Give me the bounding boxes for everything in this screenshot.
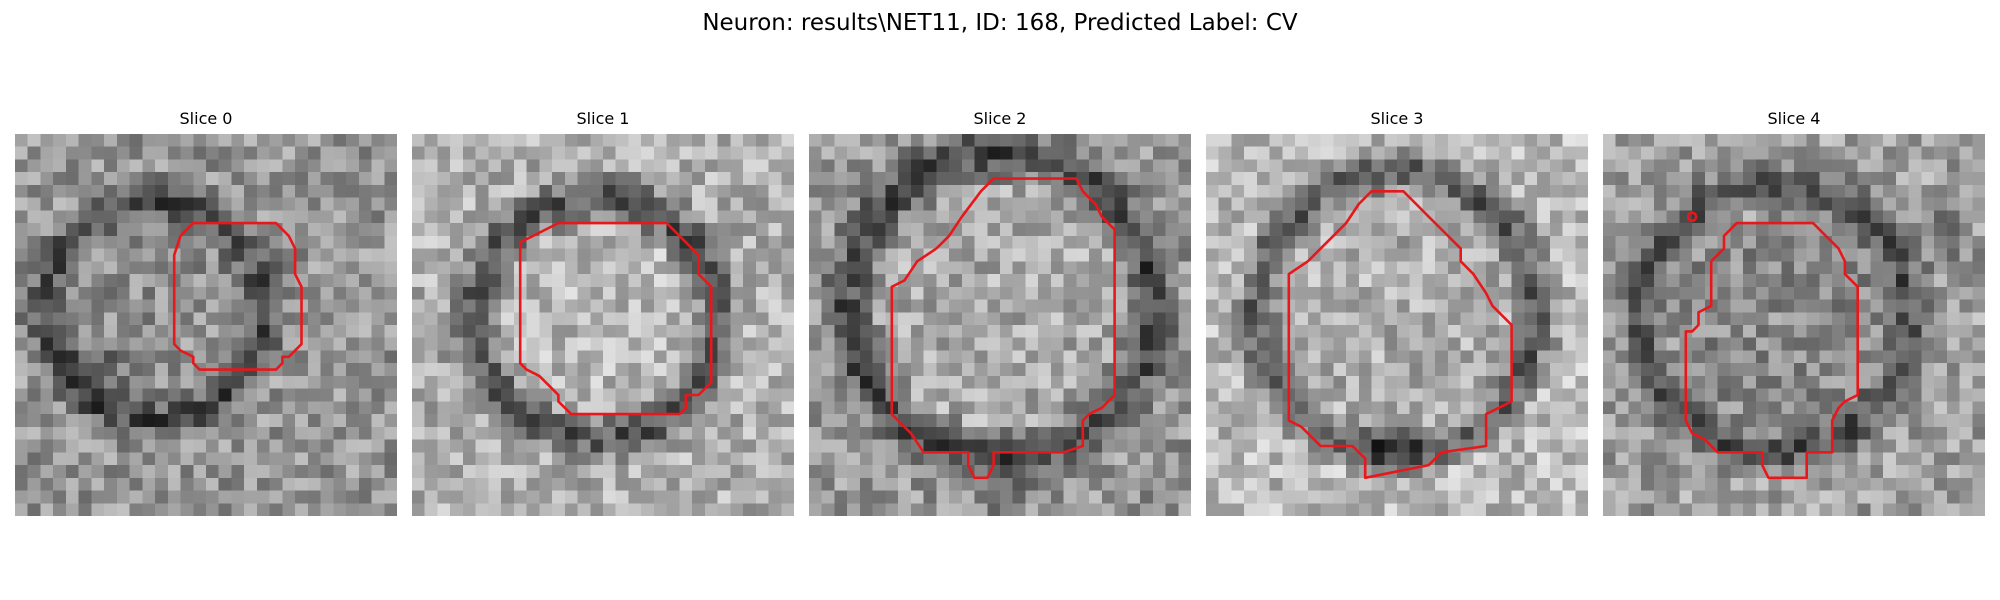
slice-3-image — [1206, 134, 1588, 516]
slice-4-contour-island — [1686, 211, 1698, 223]
slice-4-title: Slice 4 — [1767, 109, 1821, 128]
figure-title: Neuron: results\NET11, ID: 168, Predicte… — [702, 10, 1298, 36]
slice-3-title: Slice 3 — [1370, 109, 1424, 128]
slice-0-title: Slice 0 — [179, 109, 233, 128]
slice-1-image — [412, 134, 794, 516]
slice-4-contour — [1684, 221, 1859, 480]
slice-2-title: Slice 2 — [973, 109, 1027, 128]
slice-3-contour — [1287, 189, 1513, 480]
slice-2-contour — [890, 177, 1116, 480]
slice-0-contour — [172, 221, 303, 371]
slice-0-image — [15, 134, 397, 516]
slice-1-contour — [518, 221, 713, 416]
slice-2-image — [809, 134, 1191, 516]
slice-4-image — [1603, 134, 1985, 516]
slice-1-title: Slice 1 — [576, 109, 630, 128]
